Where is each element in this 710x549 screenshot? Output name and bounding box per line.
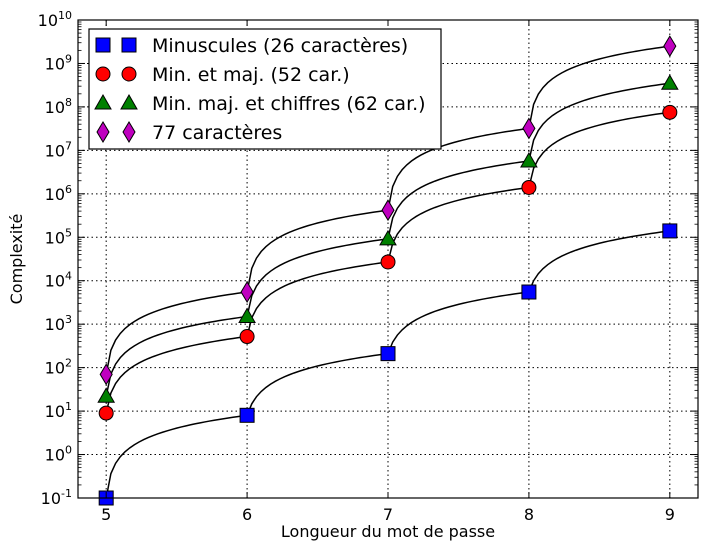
data-point — [660, 74, 679, 90]
x-tick-label: 9 — [665, 505, 675, 524]
data-point — [379, 229, 397, 246]
legend-label: Minuscules (26 caractères) — [152, 35, 408, 57]
x-tick-label: 6 — [242, 505, 252, 524]
y-tick-label: 106 — [45, 183, 72, 204]
data-point — [238, 307, 256, 324]
data-point — [522, 117, 536, 140]
x-axis-label: Longueur du mot de passe — [281, 522, 495, 541]
series-markers — [97, 35, 679, 506]
data-point — [239, 329, 255, 345]
data-point — [240, 281, 254, 303]
legend: Minuscules (26 caractères) Min. et maj. (… — [88, 28, 442, 150]
data-point — [521, 284, 537, 300]
y-tick-label: 107 — [45, 139, 72, 160]
data-point — [663, 35, 677, 58]
data-point — [98, 405, 114, 421]
legend-marker — [121, 66, 137, 82]
legend-marker — [122, 121, 136, 143]
data-point — [520, 151, 538, 168]
legend-frame — [88, 28, 442, 150]
data-point — [662, 223, 678, 239]
y-tick-label: 109 — [45, 52, 72, 73]
y-tick-label: 1010 — [38, 9, 72, 30]
y-tick-label: 100 — [45, 444, 72, 465]
x-tick-label: 8 — [524, 505, 534, 524]
data-point — [521, 179, 537, 195]
axis-ticks: 5 6 7 8 9 10-1 100 101 102 103 104 105 106 107 108 109 1… — [38, 9, 698, 524]
legend-marker — [95, 37, 111, 53]
legend-marker — [121, 37, 137, 53]
legend-marker — [95, 66, 111, 82]
y-tick-label: 103 — [45, 313, 72, 334]
x-tick-label: 5 — [101, 505, 111, 524]
data-point — [380, 346, 396, 362]
y-tick-label: 101 — [45, 400, 72, 421]
data-point — [662, 104, 678, 120]
legend-label: Min. maj. et chiffres (62 car.) — [152, 93, 426, 115]
y-tick-label: 108 — [45, 96, 72, 117]
data-point — [380, 254, 396, 270]
legend-marker — [96, 121, 110, 143]
legend-label: Min. et maj. (52 car.) — [152, 64, 350, 86]
legend-marker — [94, 93, 112, 110]
y-tick-label: 104 — [45, 270, 72, 291]
data-point — [97, 387, 116, 403]
y-tick-label: 102 — [45, 357, 72, 378]
y-axis-label: Complexité — [7, 214, 26, 305]
data-point — [99, 363, 113, 386]
x-tick-label: 7 — [383, 505, 393, 524]
y-tick-label: 105 — [45, 226, 72, 247]
data-point — [239, 407, 255, 423]
y-tick-label: 10-1 — [41, 487, 72, 508]
legend-label: 77 caractères — [152, 122, 282, 144]
data-point — [381, 199, 395, 222]
legend-marker — [120, 93, 138, 110]
